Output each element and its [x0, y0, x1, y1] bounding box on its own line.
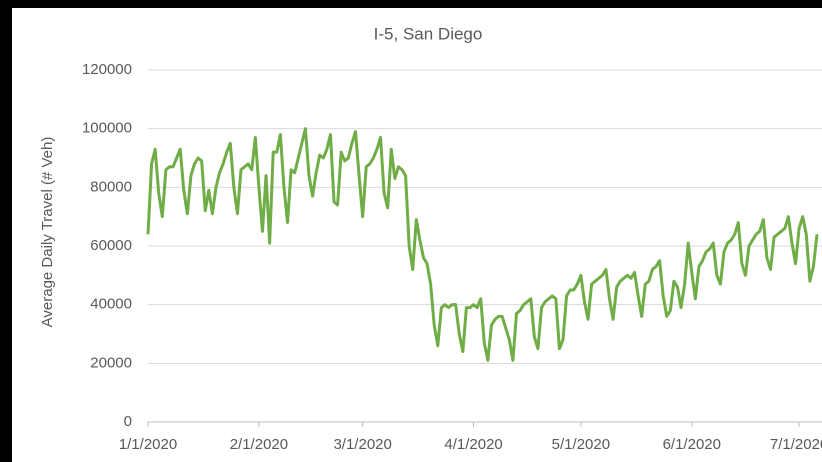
y-tick-label: 80000 — [90, 178, 132, 195]
x-tick-label: 2/1/2020 — [230, 436, 288, 453]
y-tick-label: 120000 — [82, 61, 132, 78]
y-tick-label: 40000 — [90, 296, 132, 313]
chart-area — [12, 8, 822, 462]
x-tick-label: 5/1/2020 — [552, 436, 610, 453]
data-line — [146, 127, 819, 362]
x-tick-label: 4/1/2020 — [444, 436, 502, 453]
x-tick-label: 6/1/2020 — [663, 436, 721, 453]
x-tick-label: 7/1/2020 — [770, 436, 822, 453]
y-axis-label: Average Daily Travel (# Veh) — [39, 137, 56, 328]
y-tick-label: 0 — [124, 413, 132, 430]
y-tick-label: 20000 — [90, 354, 132, 371]
y-tick-label: 60000 — [90, 237, 132, 254]
x-tick-label: 3/1/2020 — [333, 436, 391, 453]
x-tick-label: 1/1/2020 — [119, 436, 177, 453]
chart-title: I-5, San Diego — [374, 24, 483, 43]
y-tick-label: 100000 — [82, 120, 132, 137]
